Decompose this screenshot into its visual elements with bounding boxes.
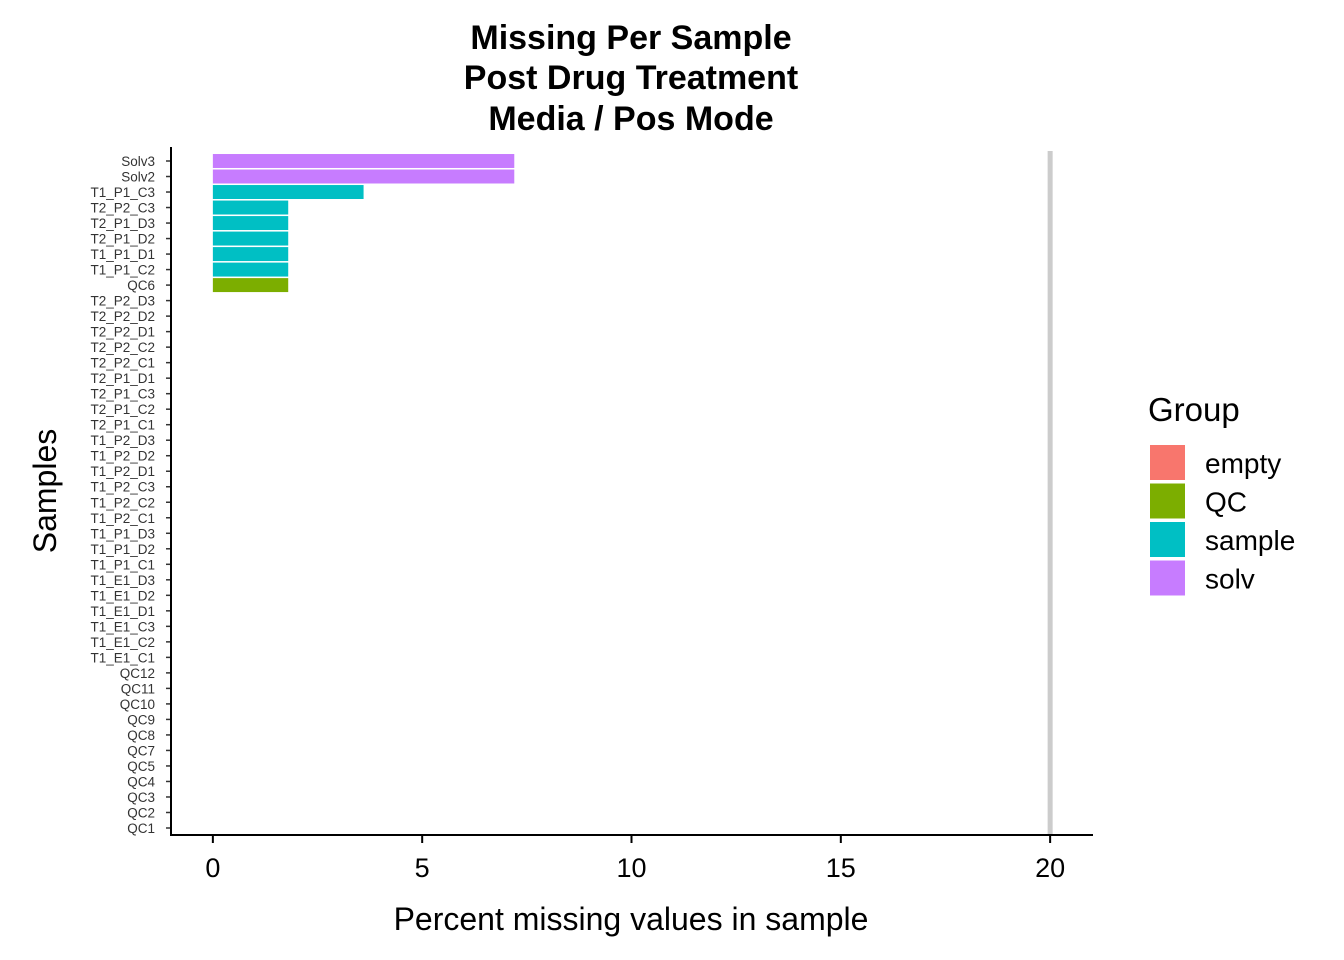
legend: Group empty QC sample solv [1148,391,1295,596]
y-tick-label-t2-p2-d3: T2_P2_D3 [90,294,155,309]
y-tick-label-t1-p2-d3: T1_P2_D3 [90,433,155,448]
y-tick-label-t2-p2-c3: T2_P2_C3 [90,201,155,216]
x-tick-label-20: 20 [1035,853,1065,883]
chart-title-line-2: Post Drug Treatment [464,59,798,97]
legend-swatch-qc [1150,483,1185,519]
bar-qc6 [212,278,289,293]
y-tick-label-qc3: QC3 [127,790,155,805]
y-tick-label-t2-p2-d2: T2_P2_D2 [90,309,155,324]
legend-label-solv: solv [1205,564,1255,595]
legend-swatch-sample [1150,522,1185,557]
bar-t2-p1-d2 [212,231,289,246]
y-tick-label-t2-p1-d3: T2_P1_D3 [90,216,155,231]
y-tick-label-t1-p2-c1: T1_P2_C1 [90,511,155,526]
y-tick-label-qc1: QC1 [127,821,155,836]
y-tick-label-t1-p2-c2: T1_P2_C2 [90,495,155,510]
legend-label-empty: empty [1205,448,1281,479]
y-tick-label-t2-p1-c2: T2_P1_C2 [90,402,155,417]
y-tick-label-qc8: QC8 [127,728,155,743]
y-tick-label-t1-e1-d2: T1_E1_D2 [90,588,155,603]
y-tick-label-t1-e1-c3: T1_E1_C3 [90,619,155,634]
y-tick-label-t1-p1-d1: T1_P1_D1 [90,247,155,262]
y-tick-label-qc5: QC5 [127,759,155,774]
y-tick-label-t1-p1-c2: T1_P1_C2 [90,263,155,278]
y-tick-label-t1-e1-d1: T1_E1_D1 [90,604,155,619]
y-tick-label-qc2: QC2 [127,805,155,820]
y-tick-label-t2-p1-c1: T2_P1_C1 [90,418,155,433]
bar-t1-p1-c2 [212,262,289,277]
y-tick-label-t1-p2-c3: T1_P2_C3 [90,480,155,495]
y-tick-label-qc10: QC10 [120,697,155,712]
y-tick-label-qc11: QC11 [121,681,155,696]
chart-title-line-1: Missing Per Sample [470,19,791,57]
y-tick-label-qc9: QC9 [127,712,155,727]
y-tick-label-qc7: QC7 [127,743,155,758]
y-tick-label-t1-e1-d3: T1_E1_D3 [90,573,155,588]
y-tick-label-qc6: QC6 [127,278,155,293]
y-tick-label-t2-p1-c3: T2_P1_C3 [90,387,155,402]
x-tick-label-0: 0 [205,853,220,883]
y-tick-label-t2-p1-d1: T2_P1_D1 [90,371,155,386]
bar-t1-p1-d1 [212,247,289,262]
chart-title-line-3: Media / Pos Mode [488,100,773,138]
y-tick-label-solv3: Solv3 [121,154,155,169]
x-tick-label-10: 10 [616,853,646,883]
y-axis-tick-labels: QC1QC2QC3QC4QC5QC7QC8QC9QC10QC11QC12T1_E… [90,154,171,836]
y-axis-title: Samples [27,429,63,554]
y-tick-label-t2-p2-c2: T2_P2_C2 [90,340,155,355]
y-tick-label-t1-p1-c3: T1_P1_C3 [90,185,155,200]
y-tick-label-t2-p1-d2: T2_P1_D2 [90,232,155,247]
y-tick-label-t1-p1-c1: T1_P1_C1 [90,557,155,572]
chart-title: Missing Per Sample Post Drug Treatment M… [464,19,798,138]
bar-t2-p2-c3 [212,200,289,215]
x-tick-label-15: 15 [826,853,856,883]
legend-swatch-solv [1150,560,1185,596]
y-tick-label-qc12: QC12 [120,666,155,681]
bar-solv3 [212,154,515,168]
y-tick-label-t1-p2-d2: T1_P2_D2 [90,449,155,464]
x-axis-ticks: 0 5 10 15 20 [205,835,1065,883]
y-tick-label-t1-p1-d2: T1_P1_D2 [90,542,155,557]
plot-area [212,151,1053,835]
bar-t1-p1-c3 [212,185,364,200]
legend-label-sample: sample [1205,525,1295,556]
bar-t2-p1-d3 [212,216,289,231]
y-tick-label-t1-e1-c1: T1_E1_C1 [90,650,155,665]
legend-label-qc: QC [1205,487,1247,518]
y-tick-label-t2-p2-c1: T2_P2_C1 [90,356,155,371]
x-axis-title: Percent missing values in sample [394,901,869,937]
y-tick-label-t1-p1-d3: T1_P1_D3 [90,526,155,541]
legend-title: Group [1148,391,1240,428]
y-tick-label-t2-p2-d1: T2_P2_D1 [90,325,155,340]
y-tick-label-t1-p2-d1: T1_P2_D1 [90,464,155,479]
legend-swatch-empty [1150,445,1185,480]
x-tick-label-5: 5 [415,853,430,883]
bar-solv2 [212,169,515,184]
y-tick-label-t1-e1-c2: T1_E1_C2 [90,635,155,650]
y-tick-label-qc4: QC4 [127,774,155,789]
y-tick-label-solv2: Solv2 [121,170,155,185]
